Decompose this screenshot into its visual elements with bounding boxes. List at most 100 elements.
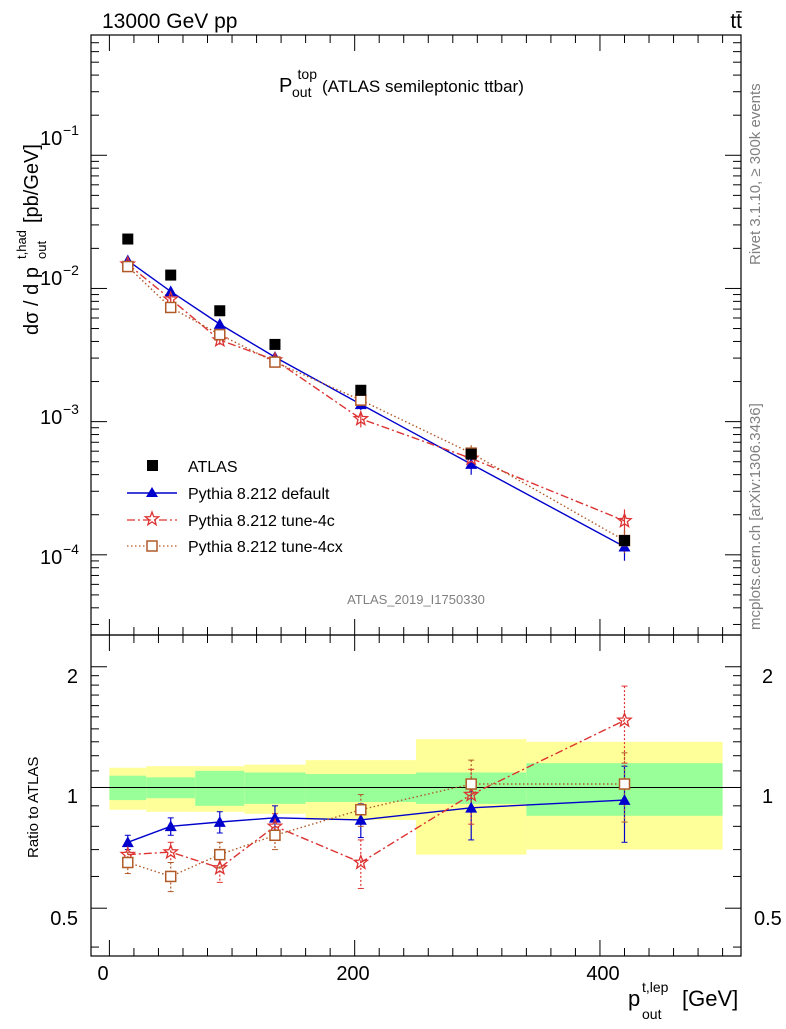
main-title-superscript: top [298,66,318,82]
legend-entry-tune-4c: Pythia 8.212 tune-4c [127,510,335,530]
ytick-label-1e-3: 10 −3 [40,401,79,429]
legend-star-shape [143,510,161,527]
ratio-series-marker [121,836,134,848]
ratio-series-marker [355,803,367,816]
xtick-label-0: 0 [97,963,108,985]
legend-label: ATLAS [188,459,238,476]
legend-label: Pythia 8.212 default [188,486,330,503]
main-plot-marks [119,233,633,561]
atlas-data-point [465,448,477,460]
series-marker [616,511,633,528]
ratio-series-marker [213,816,226,827]
main-y-ticks [91,34,741,625]
stat-uncertainty-band [195,770,245,806]
x-axis-label: p t,lep out [GeV] [628,979,738,1022]
ytick-base: 10 [40,407,62,429]
atlas-data-point [122,233,134,245]
ratio-series-marker [211,859,229,876]
ratio-x-ticks [108,635,724,956]
header-process-label: tt̄ [730,10,742,33]
legend-entry-tune-4cx: Pythia 8.212 tune-4cx [127,539,343,556]
main-title-subscript: out [292,84,312,100]
legend-label: Pythia 8.212 tune-4c [188,513,335,530]
rivet-version-label: Rivet 3.1.10, ≥ 300k events [747,83,764,265]
legend-marker-triangle [146,487,158,497]
atlas-data-point [618,535,630,547]
legend-marker-square-filled [147,460,158,471]
series-line [127,263,625,522]
ratio-ytick-2-right: 2 [762,666,773,688]
series-marker [465,458,478,469]
legend-marker-square-open [146,540,158,552]
ratio-ytick-0-5-right: 0.5 [754,908,782,930]
main-y-label-text-b: [pb/GeV] [21,144,43,223]
xtick-label-400: 400 [586,963,619,985]
main-panel: P top out (ATLAS semileptonic ttbar) dσ … [14,34,742,636]
ratio-plot-marks [119,685,633,893]
series-marker [269,356,281,368]
ratio-series-marker [266,817,284,834]
ytick-exponent: −1 [63,122,79,138]
legend: ATLAS Pythia 8.212 default Pythia 8.212 … [127,459,343,556]
mcplots-reference-label: mcplots.cern.ch [arXiv:1306.3436] [747,403,764,630]
analysis-watermark: ATLAS_2019_I1750330 [347,592,485,607]
main-y-axis-label: dσ / d p t,had out [pb/GeV] [14,144,49,335]
main-y-tick-labels: 10 −1 10 −2 10 −3 10 −4 [40,122,79,569]
ratio-ytick-1: 1 [67,786,78,808]
ratio-y-ticks [91,666,741,948]
x-label-subscript: out [642,1006,662,1022]
main-title-description: (ATLAS semileptonic ttbar) [322,77,524,96]
ratio-y-axis-label: Ratio to ATLAS [25,757,42,858]
stat-uncertainty-band [244,772,306,804]
ytick-base: 10 [40,547,62,569]
ytick-base: 10 [40,128,62,150]
ratio-series-marker [462,785,480,802]
series-marker [164,301,177,314]
ytick-base: 10 [40,268,62,290]
ytick-exponent: −4 [63,541,79,557]
legend-marker-star [143,510,161,527]
ratio-panel: Ratio to ATLAS 2 1 0.5 2 1 0.5 [25,634,782,957]
x-label-unit: [GeV] [682,986,738,1011]
ratio-series-marker [269,829,281,842]
ratio-ytick-2: 2 [67,666,78,688]
ratio-series-marker [354,813,367,825]
x-tick-labels: 0 200 400 [97,963,619,985]
ratio-y-tick-labels-left: 2 1 0.5 [50,666,78,930]
main-x-ticks [108,35,724,635]
ratio-plot-frame [90,634,742,957]
ytick-label-1e-2: 10 −2 [40,262,79,290]
series-marker [355,394,367,406]
main-y-label-subscript: out [34,241,49,259]
main-y-label-superscript: t,had [14,230,29,259]
atlas-data-point [165,269,177,281]
ratio-series-marker [214,848,226,861]
series-marker [213,318,226,329]
ytick-exponent: −2 [63,262,79,278]
atlas-data-point [355,384,367,396]
ytick-label-1e-4: 10 −4 [40,541,79,569]
ratio-series-marker [162,843,180,860]
ratio-ytick-0-5: 0.5 [50,908,78,930]
ytick-label-1e-1: 10 −1 [40,122,79,150]
ratio-y-tick-labels-right: 2 1 0.5 [754,666,782,930]
ratio-series-marker [465,801,478,813]
ratio-series-marker [465,778,477,790]
series-marker [352,409,370,426]
series-marker [214,328,226,341]
ratio-series-marker [122,856,134,869]
main-y-label-text-a: dσ / d p [21,267,43,335]
main-title: P top [279,66,317,97]
legend-label: Pythia 8.212 tune-4cx [188,539,343,556]
x-label-symbol: p [628,986,640,1011]
ratio-series-marker [618,794,631,805]
ratio-uncertainty-bands [109,739,723,855]
header-energy-label: 13000 GeV pp [102,10,237,33]
ratio-series-marker [352,853,370,870]
ratio-series-marker [616,711,633,728]
legend-entry-atlas: ATLAS [147,459,238,476]
atlas-data-point [269,338,281,350]
ytick-exponent: −3 [63,401,79,417]
ratio-series-marker [268,811,281,823]
